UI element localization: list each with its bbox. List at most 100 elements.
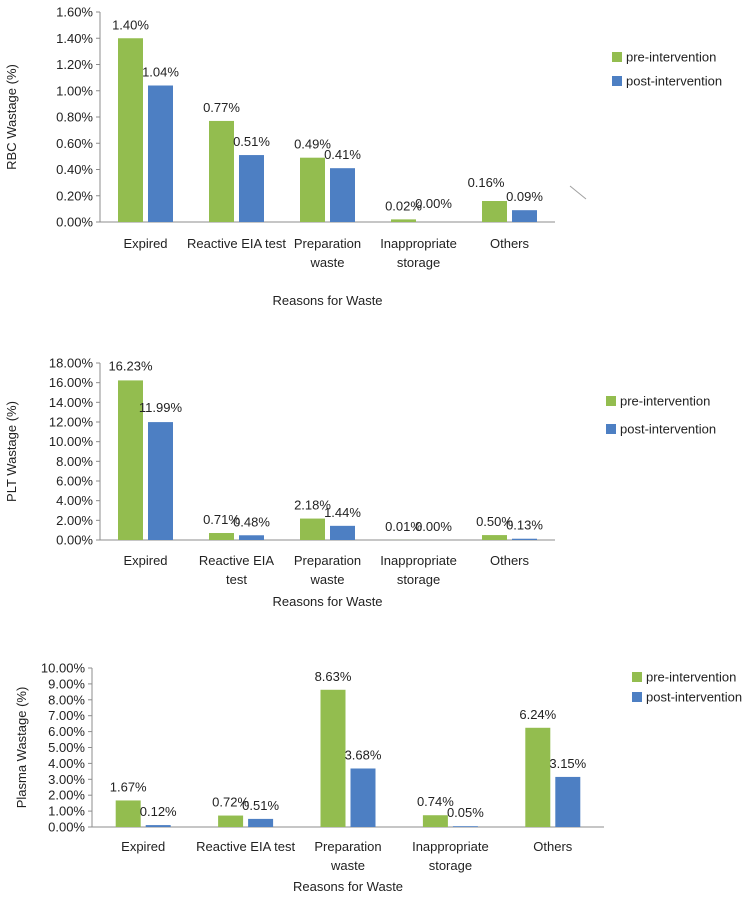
y-tick-label: 3.00%: [48, 772, 85, 787]
bar-pre-intervention: [482, 201, 507, 222]
legend-swatch: [606, 424, 616, 434]
bar-post-intervention: [239, 535, 264, 540]
data-label: 8.63%: [315, 669, 352, 684]
y-tick-label: 18.00%: [49, 356, 94, 371]
bar-pre-intervention: [391, 219, 416, 222]
y-tick-label: 1.00%: [56, 83, 93, 98]
category-label: storage: [429, 858, 472, 873]
legend-swatch: [632, 692, 642, 702]
category-label: test: [226, 572, 247, 587]
bar-post-intervention: [330, 525, 355, 540]
chart-1: 0.00% 0.20% 0.40% 0.60% 0.80% 1.00% 1.20% 1.40%…: [4, 5, 722, 309]
y-tick-label: 1.20%: [56, 57, 93, 72]
y-tick-label: 0.40%: [56, 162, 93, 177]
data-label: 0.41%: [324, 147, 361, 162]
bar-post-intervention: [145, 825, 171, 827]
legend-swatch: [612, 52, 622, 62]
data-label-leader-line: [569, 185, 587, 200]
x-axis-title: Reasons for Waste: [293, 879, 403, 894]
data-label: 0.12%: [140, 804, 177, 819]
data-label: 6.24%: [519, 707, 556, 722]
data-label: 0.74%: [417, 794, 454, 809]
bar-post-intervention: [512, 210, 537, 222]
y-tick-label: 10.00%: [49, 434, 94, 449]
y-tick-label: 9.00%: [48, 676, 85, 691]
y-tick-label: 1.40%: [56, 31, 93, 46]
category-label: Reactive EIA: [199, 553, 274, 568]
bar-pre-intervention: [320, 689, 346, 827]
bar-pre-intervention: [209, 120, 234, 222]
category-label: Reactive EIA test: [196, 839, 295, 854]
data-label: 11.99%: [139, 400, 183, 415]
y-tick-label: 8.00%: [56, 454, 93, 469]
category-label: Others: [490, 553, 530, 568]
data-label: 0.71%: [203, 512, 240, 527]
bar-pre-intervention: [422, 815, 448, 827]
legend-swatch: [612, 76, 622, 86]
category-label: Inappropriate: [412, 839, 489, 854]
category-label: Expired: [121, 839, 165, 854]
chart-3: 0.00%1.00%2.00%3.00%4.00%5.00%6.00%7.00%…: [14, 661, 742, 895]
category-label: Preparation: [314, 839, 381, 854]
bar-post-intervention: [248, 818, 274, 827]
y-tick-label: 12.00%: [49, 415, 94, 430]
legend-label: post-intervention: [620, 422, 716, 437]
category-label: waste: [330, 858, 365, 873]
category-label: Expired: [123, 553, 167, 568]
data-label: 0.49%: [294, 137, 331, 152]
data-label: 0.13%: [506, 518, 543, 533]
category-label: Preparation: [294, 553, 361, 568]
bar-post-intervention: [148, 422, 173, 540]
legend-label: pre-intervention: [620, 394, 710, 409]
data-label: 1.04%: [142, 65, 179, 80]
bar-pre-intervention: [209, 533, 234, 540]
x-axis-title: Reasons for Waste: [272, 293, 382, 308]
bar-pre-intervention: [218, 815, 244, 827]
category-label: Others: [490, 236, 530, 251]
category-label: Preparation: [294, 236, 361, 251]
y-tick-label: 0.00%: [48, 820, 85, 835]
data-label: 0.51%: [233, 134, 270, 149]
category-label: Others: [533, 839, 573, 854]
data-label: 0.00%: [415, 519, 452, 534]
data-label: 0.05%: [447, 805, 484, 820]
y-tick-label: 1.00%: [48, 804, 85, 819]
data-label: 0.72%: [212, 795, 249, 810]
data-label: 0.01%: [385, 519, 422, 534]
data-label: 0.02%: [385, 198, 422, 213]
legend-label: pre-intervention: [626, 50, 716, 65]
y-tick-label: 7.00%: [48, 708, 85, 723]
legend: pre-intervention post-intervention: [612, 50, 722, 89]
bar-pre-intervention: [525, 727, 551, 827]
bar-pre-intervention: [300, 157, 325, 222]
category-label: Inappropriate: [380, 553, 457, 568]
data-label: 1.40%: [112, 17, 149, 32]
bar-post-intervention: [512, 538, 537, 540]
data-label: 0.77%: [203, 100, 240, 115]
legend: pre-intervention post-intervention: [632, 670, 742, 705]
data-label: 0.50%: [476, 514, 513, 529]
legend-swatch: [606, 396, 616, 406]
y-axis-title: Plasma Wastage (%): [14, 687, 29, 809]
bar-post-intervention: [239, 155, 264, 222]
data-label: 3.15%: [549, 756, 586, 771]
bar-post-intervention: [350, 768, 376, 827]
bar-pre-intervention: [118, 380, 143, 540]
y-tick-label: 0.60%: [56, 136, 93, 151]
legend: pre-intervention post-intervention: [606, 394, 716, 437]
y-tick-label: 0.80%: [56, 110, 93, 125]
y-axis-title: RBC Wastage (%): [4, 64, 19, 170]
category-label: Expired: [123, 236, 167, 251]
category-label: waste: [310, 572, 345, 587]
bar-pre-intervention: [300, 518, 325, 540]
data-label: 3.68%: [345, 747, 382, 762]
data-label: 1.67%: [110, 779, 147, 794]
y-tick-label: 0.20%: [56, 188, 93, 203]
data-label: 1.44%: [324, 505, 361, 520]
data-label: 0.16%: [468, 175, 505, 190]
bar-post-intervention: [452, 826, 478, 827]
bar-post-intervention: [555, 776, 581, 827]
data-label: 0.48%: [233, 514, 270, 529]
category-label: Inappropriate: [380, 236, 457, 251]
